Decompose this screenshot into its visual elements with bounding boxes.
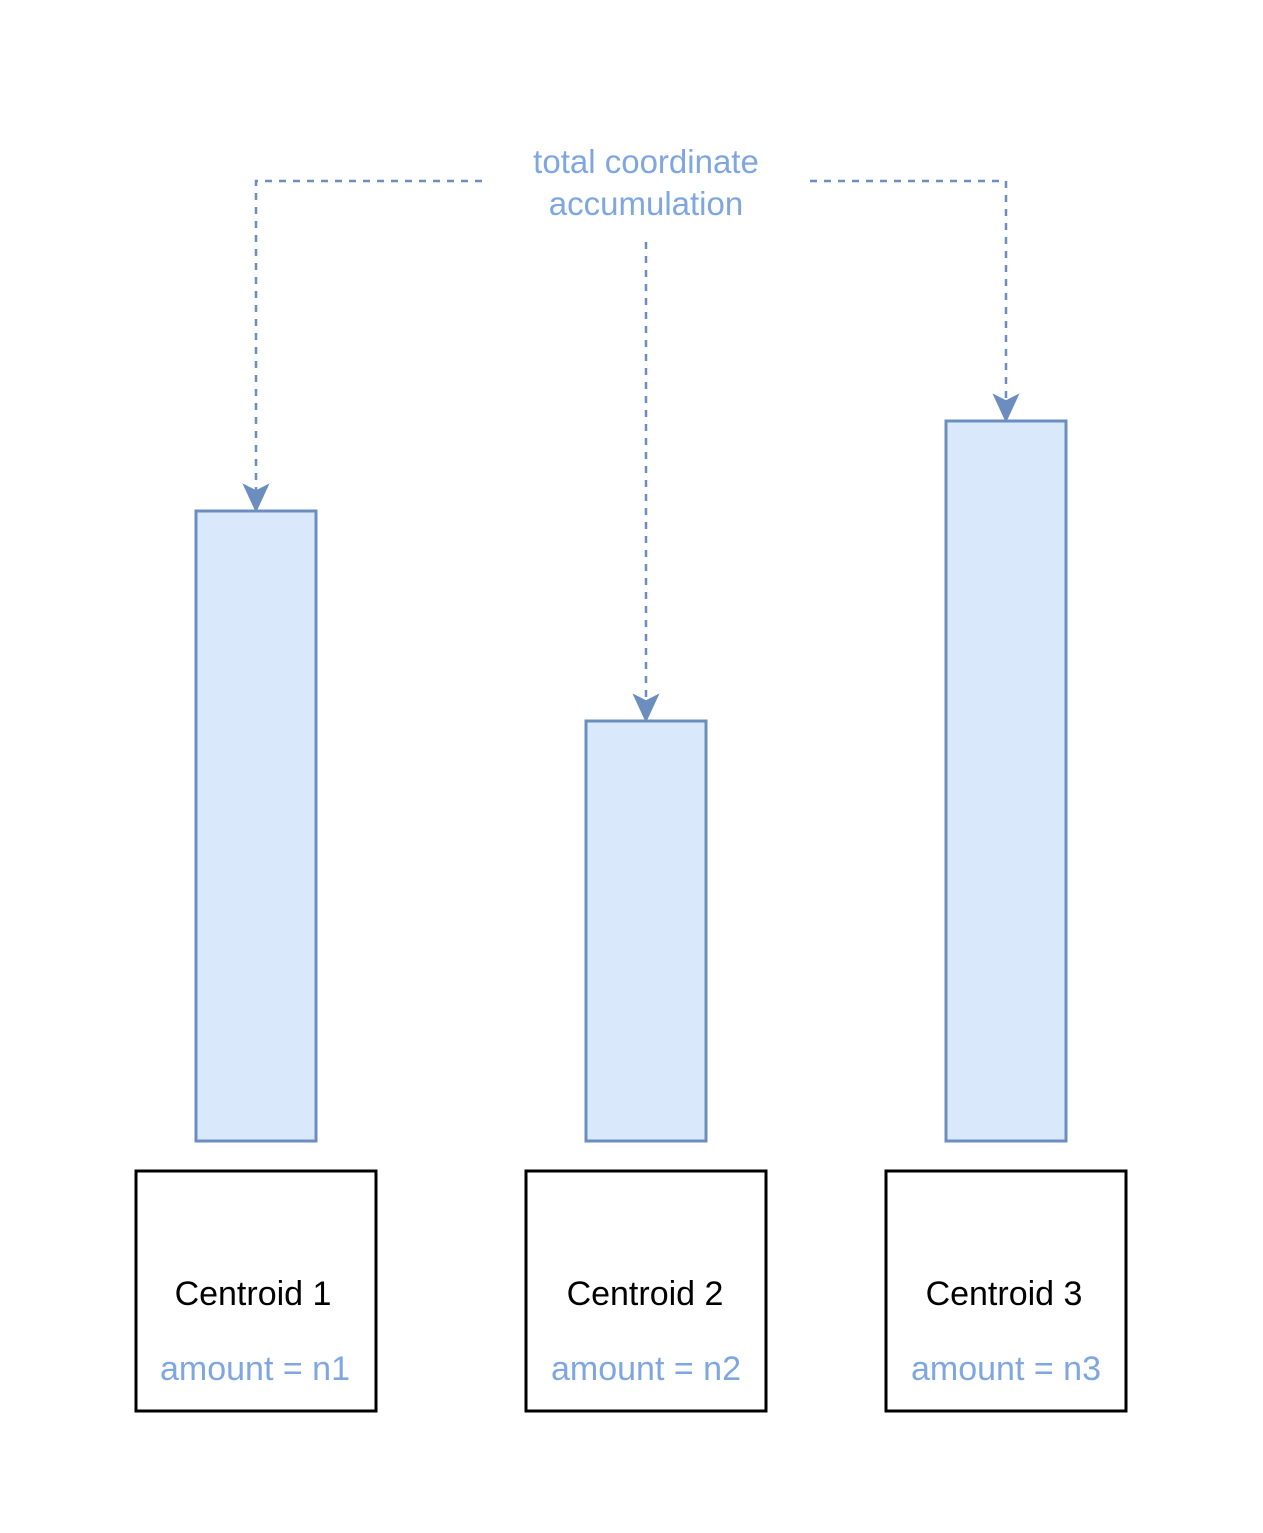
connector-to-bar-3 bbox=[810, 179, 1008, 400]
centroid-box-1: Centroid 1 amount = n1 bbox=[134, 1169, 378, 1413]
centroid-amount: amount = n3 bbox=[911, 1350, 1101, 1388]
arrowhead-bar-2 bbox=[632, 693, 660, 723]
connector-to-bar-1 bbox=[254, 179, 482, 490]
arrowhead-bar-1 bbox=[242, 483, 270, 513]
centroid-label: Centroid 3 bbox=[926, 1275, 1083, 1313]
centroid-label: Centroid 2 bbox=[567, 1275, 724, 1313]
accumulation-bar-3 bbox=[944, 419, 1068, 1143]
centroid-label: Centroid 1 bbox=[175, 1275, 332, 1313]
accumulation-bar-1 bbox=[194, 509, 318, 1143]
centroid-amount: amount = n1 bbox=[160, 1350, 350, 1388]
centroid-amount: amount = n2 bbox=[551, 1350, 741, 1388]
centroid-box-2: Centroid 2 amount = n2 bbox=[524, 1169, 768, 1413]
centroid-box-frame bbox=[884, 1169, 1128, 1413]
annotation-label-line1: total coordinate bbox=[533, 143, 759, 180]
centroid-box-frame bbox=[524, 1169, 768, 1413]
centroid-box-3: Centroid 3 amount = n3 bbox=[884, 1169, 1128, 1413]
arrowhead-bar-3 bbox=[992, 393, 1020, 423]
centroid-box-frame bbox=[134, 1169, 378, 1413]
annotation-label-line2: accumulation bbox=[549, 185, 743, 222]
accumulation-bar-2 bbox=[584, 719, 708, 1143]
